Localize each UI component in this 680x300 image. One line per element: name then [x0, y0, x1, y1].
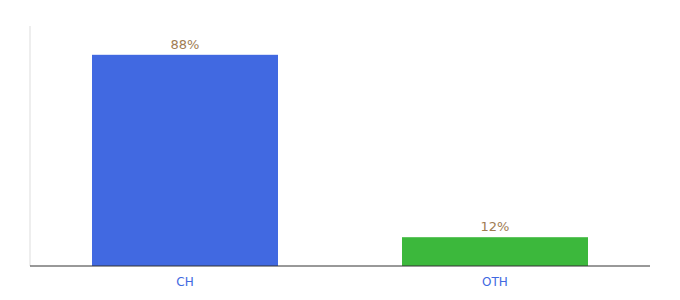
data-label: 12%: [481, 219, 510, 234]
data-label: 88%: [171, 37, 200, 52]
x-axis-line: [30, 266, 650, 267]
chart-svg: 88% 12% CH OTH: [0, 0, 680, 300]
chart-container: 88% 12% CH OTH: [0, 0, 680, 300]
bars: [92, 55, 588, 266]
y-axis-line: [30, 26, 31, 266]
bar: [402, 237, 588, 266]
x-tick-label: CH: [176, 275, 193, 289]
bar: [92, 55, 278, 266]
x-tick-label: OTH: [482, 275, 508, 289]
